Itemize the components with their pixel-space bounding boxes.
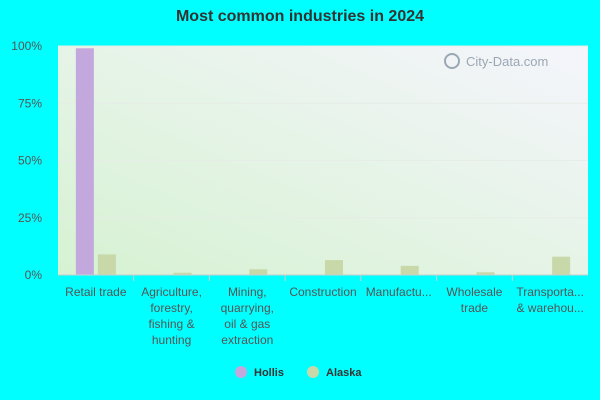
bar-alaska[interactable] <box>173 272 192 275</box>
x-category-label: Retail trade <box>65 285 127 299</box>
y-tick-label: 0% <box>25 268 43 282</box>
x-category-label: Wholesale trade <box>446 285 502 315</box>
x-category-label: Agriculture, forestry, fishing & hunting <box>141 285 202 347</box>
bar-alaska[interactable] <box>552 256 571 275</box>
x-category-label: Construction <box>289 285 356 299</box>
bar-alaska[interactable] <box>325 260 343 275</box>
magnifier-icon <box>444 53 460 69</box>
legend-swatch-hollis <box>235 366 247 378</box>
chart-title: Most common industries in 2024 <box>175 8 425 25</box>
y-tick-label: 100% <box>11 39 42 53</box>
bar-alaska[interactable] <box>97 254 116 275</box>
bar-hollis[interactable] <box>75 48 94 275</box>
legend-label-hollis: Hollis <box>254 367 284 379</box>
x-category-label: Manufactu... <box>366 285 432 299</box>
legend-swatch-alaska <box>307 366 319 378</box>
y-tick-label: 50% <box>18 154 42 168</box>
watermark-text: City-Data.com <box>466 54 548 69</box>
bar-alaska[interactable] <box>400 265 419 275</box>
bar-alaska[interactable] <box>249 269 268 275</box>
bar-alaska[interactable] <box>476 272 495 275</box>
x-category-label: Mining, quarrying, oil & gas extraction <box>221 285 274 347</box>
legend: Hollis Alaska <box>235 366 362 379</box>
y-tick-label: 25% <box>18 211 42 225</box>
x-category-label: Transporta... & warehou... <box>516 285 584 315</box>
y-tick-label: 75% <box>18 96 42 110</box>
watermark: City-Data.com <box>444 53 548 69</box>
legend-label-alaska: Alaska <box>326 367 362 379</box>
